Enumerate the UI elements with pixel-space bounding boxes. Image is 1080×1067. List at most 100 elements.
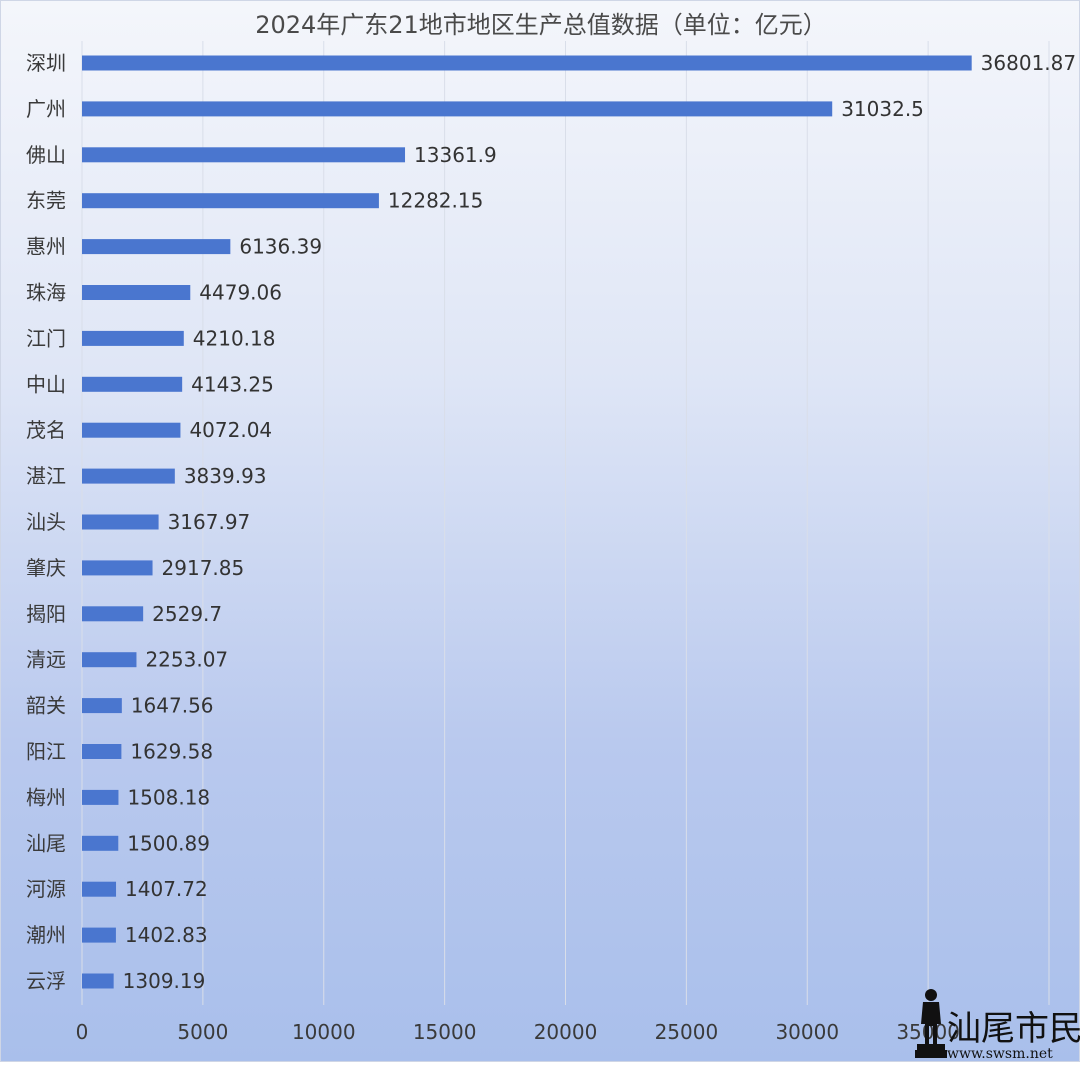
category-label: 惠州 [26,235,66,259]
data-label: 4072.04 [189,418,272,442]
bar-row: 揭阳 2529.7 [26,602,222,626]
bar-row: 阳江 1629.58 [26,740,213,764]
bar-row: 汕尾 1500.89 [26,831,210,855]
category-label: 广州 [26,97,66,121]
x-tick-label: 25000 [655,1020,719,1044]
bar [82,422,181,438]
category-label: 江门 [26,326,66,350]
bar [82,698,122,714]
category-label: 中山 [26,372,66,396]
watermark-url: www.swsm.net [947,1046,1053,1062]
bar [82,927,116,943]
category-label: 肇庆 [26,556,66,580]
data-label: 12282.15 [388,189,483,213]
bar [82,330,184,346]
bar [82,652,137,668]
bar-row: 广州 31032.5 [26,97,924,121]
category-label: 韶关 [26,694,66,718]
data-label: 1309.19 [123,969,206,993]
category-label: 湛江 [26,464,66,488]
bar-row: 梅州 1508.18 [26,785,210,809]
bar [82,101,833,117]
watermark-text: 汕尾市民网 [947,1009,1080,1049]
bar [82,376,183,392]
bar-row: 中山 4143.25 [26,372,274,396]
bar-row: 惠州 6136.39 [26,235,322,259]
data-label: 1647.56 [131,694,214,718]
bar-row: 潮州 1402.83 [26,923,208,947]
data-label: 36801.87 [981,51,1076,75]
bars: 深圳 36801.87 广州 31032.5 佛山 13361.9 东莞 12282.15 惠州… [26,51,1076,993]
data-label: 1629.58 [130,740,213,764]
category-label: 深圳 [26,51,66,75]
bar [82,973,114,989]
bar-row: 深圳 36801.87 [26,51,1076,75]
category-label: 河源 [26,877,66,901]
x-tick-label: 5000 [177,1020,228,1044]
data-label: 1500.89 [127,831,210,855]
bar-row: 佛山 13361.9 [26,143,497,167]
category-label: 清远 [26,648,66,672]
bar [82,285,191,300]
x-axis-ticks: 05000100001500020000250003000035000 [76,1020,960,1044]
chart-title: 2024年广东21地市地区生产总值数据（单位：亿元） [255,11,827,39]
bar [82,514,159,530]
bar-row: 珠海 4479.06 [26,281,282,305]
data-label: 6136.39 [239,235,322,259]
bar [82,606,144,622]
category-label: 汕尾 [26,831,66,855]
bar [82,193,379,209]
bar-row: 茂名 4072.04 [26,418,272,442]
data-label: 4479.06 [199,281,282,305]
data-label: 1402.83 [125,923,208,947]
category-label: 佛山 [26,143,66,167]
category-label: 珠海 [26,281,66,305]
category-label: 东莞 [26,189,66,213]
data-label: 3167.97 [168,510,251,534]
bar [82,881,117,897]
bar-row: 东莞 12282.15 [26,189,483,213]
category-label: 云浮 [26,969,66,993]
bar [82,789,119,805]
data-label: 13361.9 [414,143,497,167]
x-tick-label: 0 [76,1020,89,1044]
bar [82,468,175,484]
bar-row: 汕头 3167.97 [26,510,250,534]
x-tick-label: 10000 [292,1020,356,1044]
data-label: 4210.18 [193,326,276,350]
bar-row: 云浮 1309.19 [26,969,205,993]
data-label: 3839.93 [184,464,267,488]
bar-row: 清远 2253.07 [26,648,228,672]
statue-icon [915,989,947,1058]
data-label: 4143.25 [191,372,274,396]
bar-row: 肇庆 2917.85 [26,556,244,580]
bar [82,239,231,255]
x-tick-label: 20000 [534,1020,598,1044]
category-label: 梅州 [26,785,66,809]
category-label: 阳江 [26,740,66,764]
watermark-logo: 汕尾市民网 www.swsm.net [913,986,1080,1063]
category-label: 汕头 [26,510,66,534]
bar [82,835,119,851]
x-tick-label: 30000 [775,1020,839,1044]
data-label: 1508.18 [127,785,210,809]
data-label: 1407.72 [125,877,208,901]
category-label: 茂名 [26,418,66,442]
data-label: 31032.5 [841,97,924,121]
x-tick-label: 15000 [413,1020,477,1044]
data-label: 2917.85 [162,556,245,580]
bar-row: 江门 4210.18 [26,326,275,350]
data-label: 2529.7 [152,602,222,626]
bar [82,744,122,759]
bar [82,560,153,576]
bar-row: 湛江 3839.93 [26,464,267,488]
bar [82,147,406,163]
category-label: 潮州 [26,923,66,947]
category-label: 揭阳 [26,602,66,626]
bar [82,55,972,71]
bar-row: 河源 1407.72 [26,877,208,901]
bar-row: 韶关 1647.56 [26,694,214,718]
data-label: 2253.07 [145,648,228,672]
